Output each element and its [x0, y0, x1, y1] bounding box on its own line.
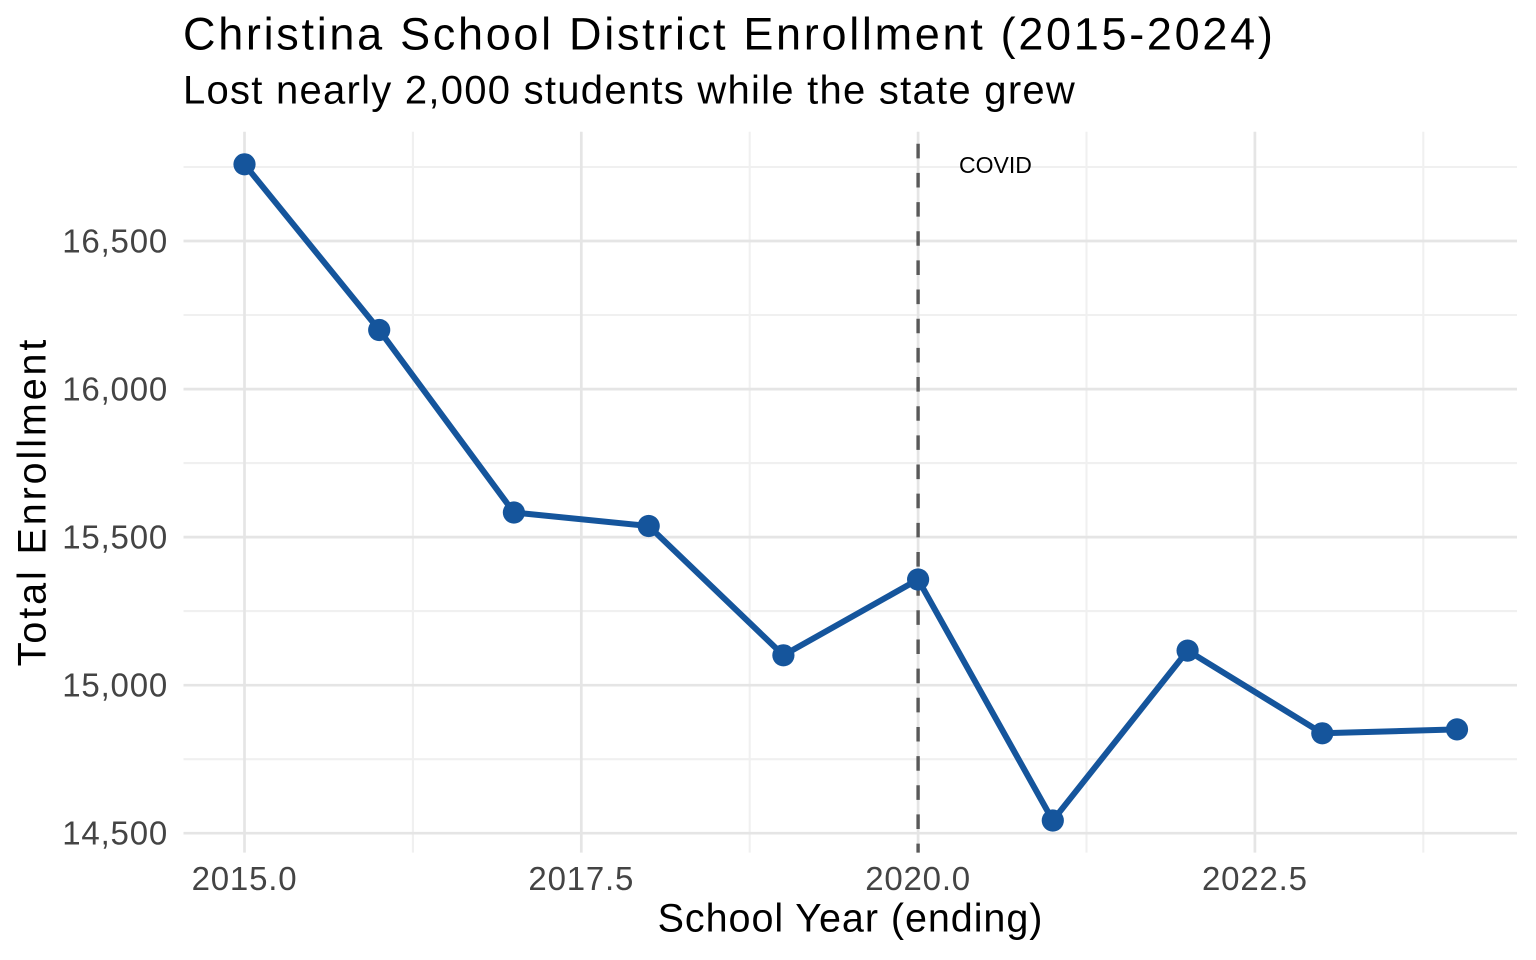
svg-text:2015.0: 2015.0: [192, 860, 298, 897]
svg-text:2022.5: 2022.5: [1202, 860, 1308, 897]
svg-text:Christina School District Enro: Christina School District Enrollment (20…: [183, 9, 1276, 60]
svg-text:2017.5: 2017.5: [528, 860, 634, 897]
svg-text:16,000: 16,000: [62, 370, 168, 407]
svg-text:14,500: 14,500: [62, 815, 168, 852]
svg-text:15,000: 15,000: [62, 667, 168, 704]
svg-text:COVID: COVID: [959, 152, 1032, 178]
svg-text:Lost nearly 2,000 students whi: Lost nearly 2,000 students while the sta…: [183, 69, 1076, 113]
svg-text:School Year (ending): School Year (ending): [658, 897, 1044, 941]
svg-text:15,500: 15,500: [62, 518, 168, 555]
svg-text:2020.0: 2020.0: [865, 860, 971, 897]
svg-text:16,500: 16,500: [62, 222, 168, 259]
svg-text:Total Enrollment: Total Enrollment: [11, 337, 55, 667]
